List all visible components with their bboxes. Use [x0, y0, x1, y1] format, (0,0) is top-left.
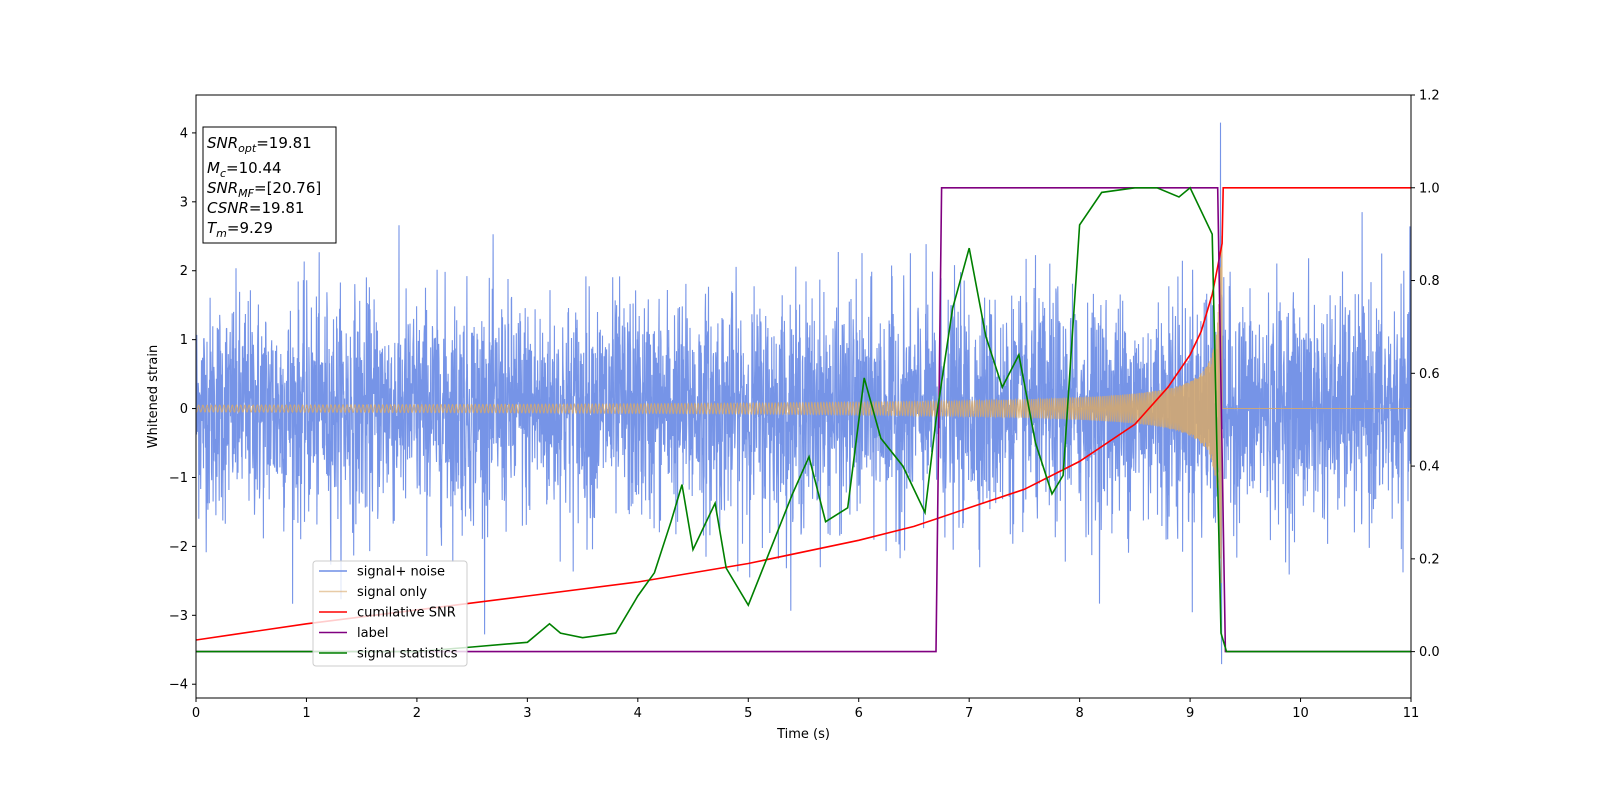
annotation-frame — [202, 126, 337, 244]
y-right-tick-label: 0.4 — [1419, 460, 1440, 475]
y-axis-ticks: −4 −3 −2 −1 0 1 2 3 4 — [169, 126, 196, 693]
y-tick-label: 3 — [180, 195, 188, 210]
x-tick-label: 1 — [302, 706, 310, 721]
x-tick-label: 6 — [855, 706, 863, 721]
y-right-tick-label: 0.6 — [1419, 367, 1440, 382]
legend-label: label — [357, 626, 388, 641]
y-axis-right-ticks: 0.0 0.2 0.4 0.6 0.8 1.0 1.2 — [1411, 89, 1440, 660]
legend-label: signal only — [357, 585, 427, 600]
x-axis-ticks: 0 1 2 3 4 5 6 7 8 9 10 11 — [192, 698, 1419, 721]
legend-label: signal statistics — [357, 647, 458, 662]
x-tick-label: 9 — [1186, 706, 1194, 721]
x-tick-label: 4 — [634, 706, 642, 721]
annotation-box: SNRopt=19.81 Mc=10.44SNRMF=[20.76]CSNR=19… — [202, 126, 337, 244]
y-tick-label: 2 — [180, 264, 188, 279]
y-right-tick-label: 0.8 — [1419, 274, 1440, 289]
x-axis-label: Time (s) — [776, 727, 830, 742]
y-tick-label: −1 — [169, 471, 188, 486]
y-tick-label: −4 — [169, 678, 188, 693]
y-tick-label: 0 — [180, 402, 188, 417]
x-tick-label: 10 — [1292, 706, 1309, 721]
legend-label: signal+ noise — [357, 565, 445, 580]
x-tick-label: 8 — [1075, 706, 1083, 721]
y-right-tick-label: 1.0 — [1419, 181, 1440, 196]
signal-only-line — [196, 235, 1411, 583]
x-tick-label: 5 — [744, 706, 752, 721]
y-right-tick-label: 1.2 — [1419, 89, 1440, 104]
x-tick-label: 2 — [413, 706, 421, 721]
y-tick-label: 4 — [180, 126, 188, 141]
y-tick-label: 1 — [180, 333, 188, 348]
x-tick-label: 3 — [523, 706, 531, 721]
annotation-line: SNRMF=[20.76] — [207, 179, 321, 200]
cumilative-snr-line — [196, 187, 1411, 641]
legend-label: cumilative SNR — [357, 606, 456, 621]
x-tick-label: 0 — [192, 706, 200, 721]
plot-frame — [195, 94, 1412, 699]
right-axis-series — [196, 186, 1411, 653]
x-tick-label: 7 — [965, 706, 973, 721]
annotation-line: CSNR=19.81 — [207, 199, 304, 217]
y-axis-label: Whitened strain — [146, 345, 161, 448]
annotation-line: SNRopt=19.81 — [207, 134, 312, 155]
y-tick-label: −2 — [169, 540, 188, 555]
y-tick-label: −3 — [169, 609, 188, 624]
annotation-line: Mc=10.44 — [207, 159, 282, 180]
annotation-line: Tm=9.29 — [207, 219, 273, 240]
y-right-tick-label: 0.0 — [1419, 645, 1440, 660]
signal-only-series — [196, 235, 1411, 583]
x-tick-label: 11 — [1403, 706, 1420, 721]
y-right-tick-label: 0.2 — [1419, 552, 1440, 567]
legend-frame — [312, 560, 468, 667]
signal-statistics-line — [196, 186, 1411, 653]
legend: signal+ noise signal only cumilative SNR la… — [312, 560, 468, 667]
